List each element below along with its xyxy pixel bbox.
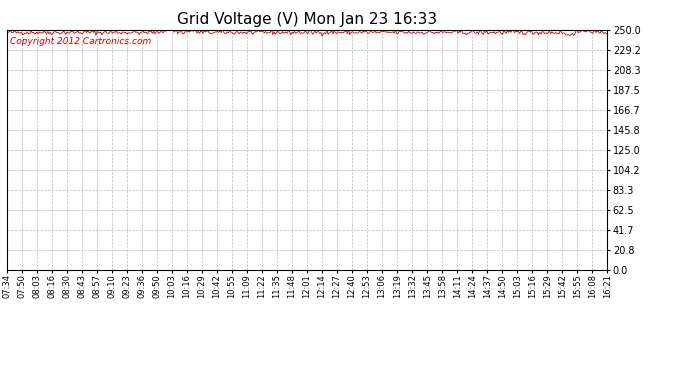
Title: Grid Voltage (V) Mon Jan 23 16:33: Grid Voltage (V) Mon Jan 23 16:33 <box>177 12 437 27</box>
Text: Copyright 2012 Cartronics.com: Copyright 2012 Cartronics.com <box>10 37 151 46</box>
